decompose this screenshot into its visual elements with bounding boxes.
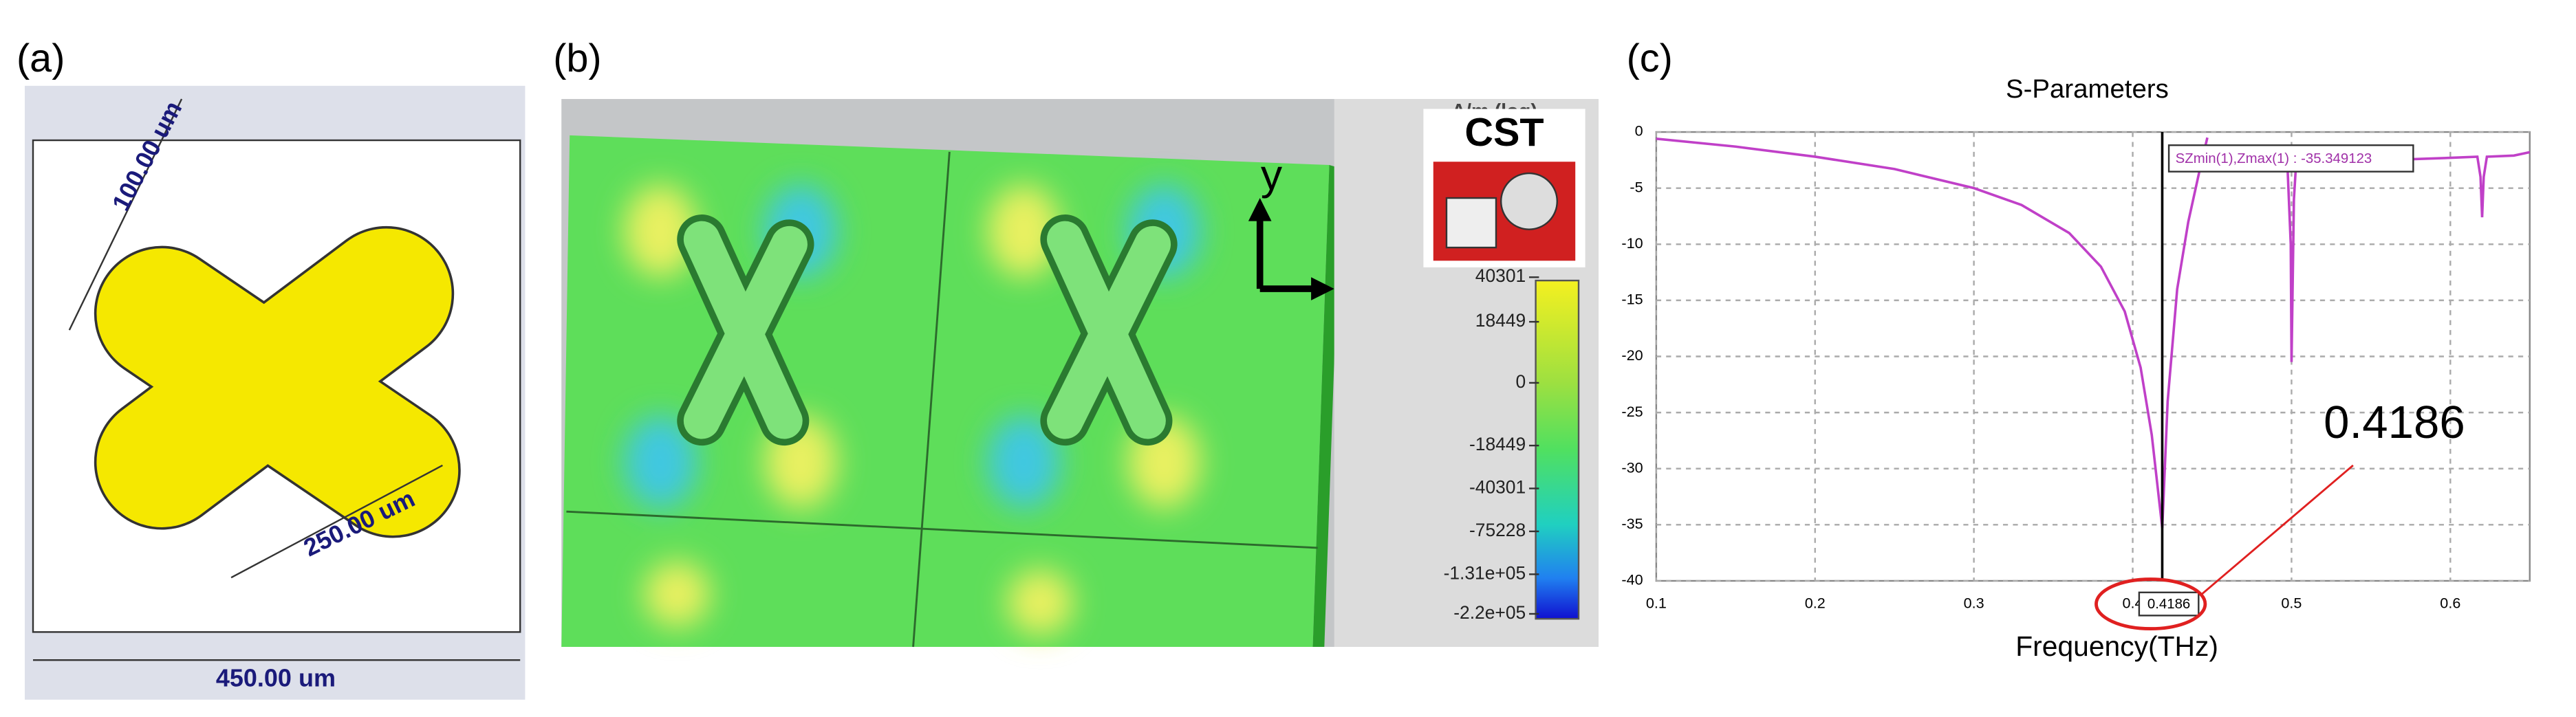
x-tick-label: 0.5: [2281, 594, 2302, 611]
field-blob: [987, 415, 1061, 509]
y-tick-label: -40: [1621, 571, 1643, 588]
y-tick-label: -15: [1621, 291, 1643, 308]
logo-cube: [1445, 197, 1497, 249]
marker-highlight: [2095, 577, 2207, 630]
logo-sphere: [1500, 172, 1559, 230]
logo-text: CST: [1464, 111, 1544, 155]
colorbar-label: 40301: [1475, 265, 1526, 286]
y-tick-label: -30: [1621, 459, 1643, 476]
series-line: [1656, 137, 2531, 529]
cross-shape: [94, 225, 461, 538]
y-tick-label: -5: [1630, 178, 1643, 195]
cell-border: [912, 151, 951, 648]
panel-label: (b): [553, 36, 601, 80]
x-tick-label: 0.1: [1646, 594, 1667, 611]
colorbar-label: -40301: [1469, 477, 1526, 498]
field-blob: [624, 415, 697, 509]
marker-readout: SZmin(1),Zmax(1) : -35.349123: [2176, 151, 2372, 166]
marker-readout-box: [2167, 144, 2414, 173]
arm: [96, 228, 452, 527]
dimension-label: 450.00 um: [216, 664, 336, 692]
colorbar-label: 0: [1516, 371, 1526, 392]
y-tick-label: -35: [1621, 515, 1643, 532]
field-blob: [987, 184, 1061, 278]
cell-border: [566, 510, 1318, 549]
metasurface-edge: [1312, 165, 1341, 647]
axis-label: y: [1261, 152, 1283, 199]
arrow-head: [1311, 277, 1334, 300]
dimension-line: [230, 464, 443, 579]
cell-borders: [566, 151, 1318, 648]
field-blob: [644, 561, 711, 628]
slot: [1047, 225, 1171, 439]
y-tick-label: -25: [1621, 403, 1643, 420]
dimension-line: [68, 98, 183, 331]
field-blob: [1007, 569, 1074, 636]
colorbar-label: -75228: [1469, 520, 1526, 540]
field-blob: [624, 184, 697, 278]
slot: [683, 225, 808, 439]
x-axis-label: Frequency(THz): [2015, 630, 2218, 662]
y-tick-label: 0: [1635, 122, 1643, 140]
plot: 0-5-10-15-20-25-30-35-400.1 0.2 0.3 0.4 0.5 0…: [1621, 122, 2531, 630]
x-tick-label: 0.3: [1964, 594, 1984, 611]
marker-label: 0.4186: [2147, 597, 2190, 612]
marker-annotation: 0.4186: [2324, 397, 2465, 448]
y-tick-label: -20: [1621, 346, 1643, 364]
panel-label: (a): [17, 36, 65, 80]
x-tick-label: 0.6: [2440, 594, 2460, 611]
marker-label-box: [2138, 591, 2200, 617]
colorbar-label: -18449: [1469, 434, 1526, 454]
colorbar-label: -1.31e+05: [1444, 562, 1526, 583]
slots: [677, 214, 1178, 446]
marker-callout: [2201, 464, 2354, 595]
x-tick-label: 0.2: [1805, 594, 1826, 611]
chart-title: S-Parameters: [2006, 74, 2169, 104]
colorbar: [1535, 279, 1580, 620]
colorbar-label: 18449: [1475, 310, 1526, 331]
y-tick-label: -10: [1621, 234, 1643, 252]
axes-triad: [1256, 217, 1314, 292]
arrow-head: [1248, 198, 1272, 221]
colorbar-label: -2.2e+05: [1453, 602, 1526, 623]
panel-label: (c): [1627, 36, 1673, 80]
